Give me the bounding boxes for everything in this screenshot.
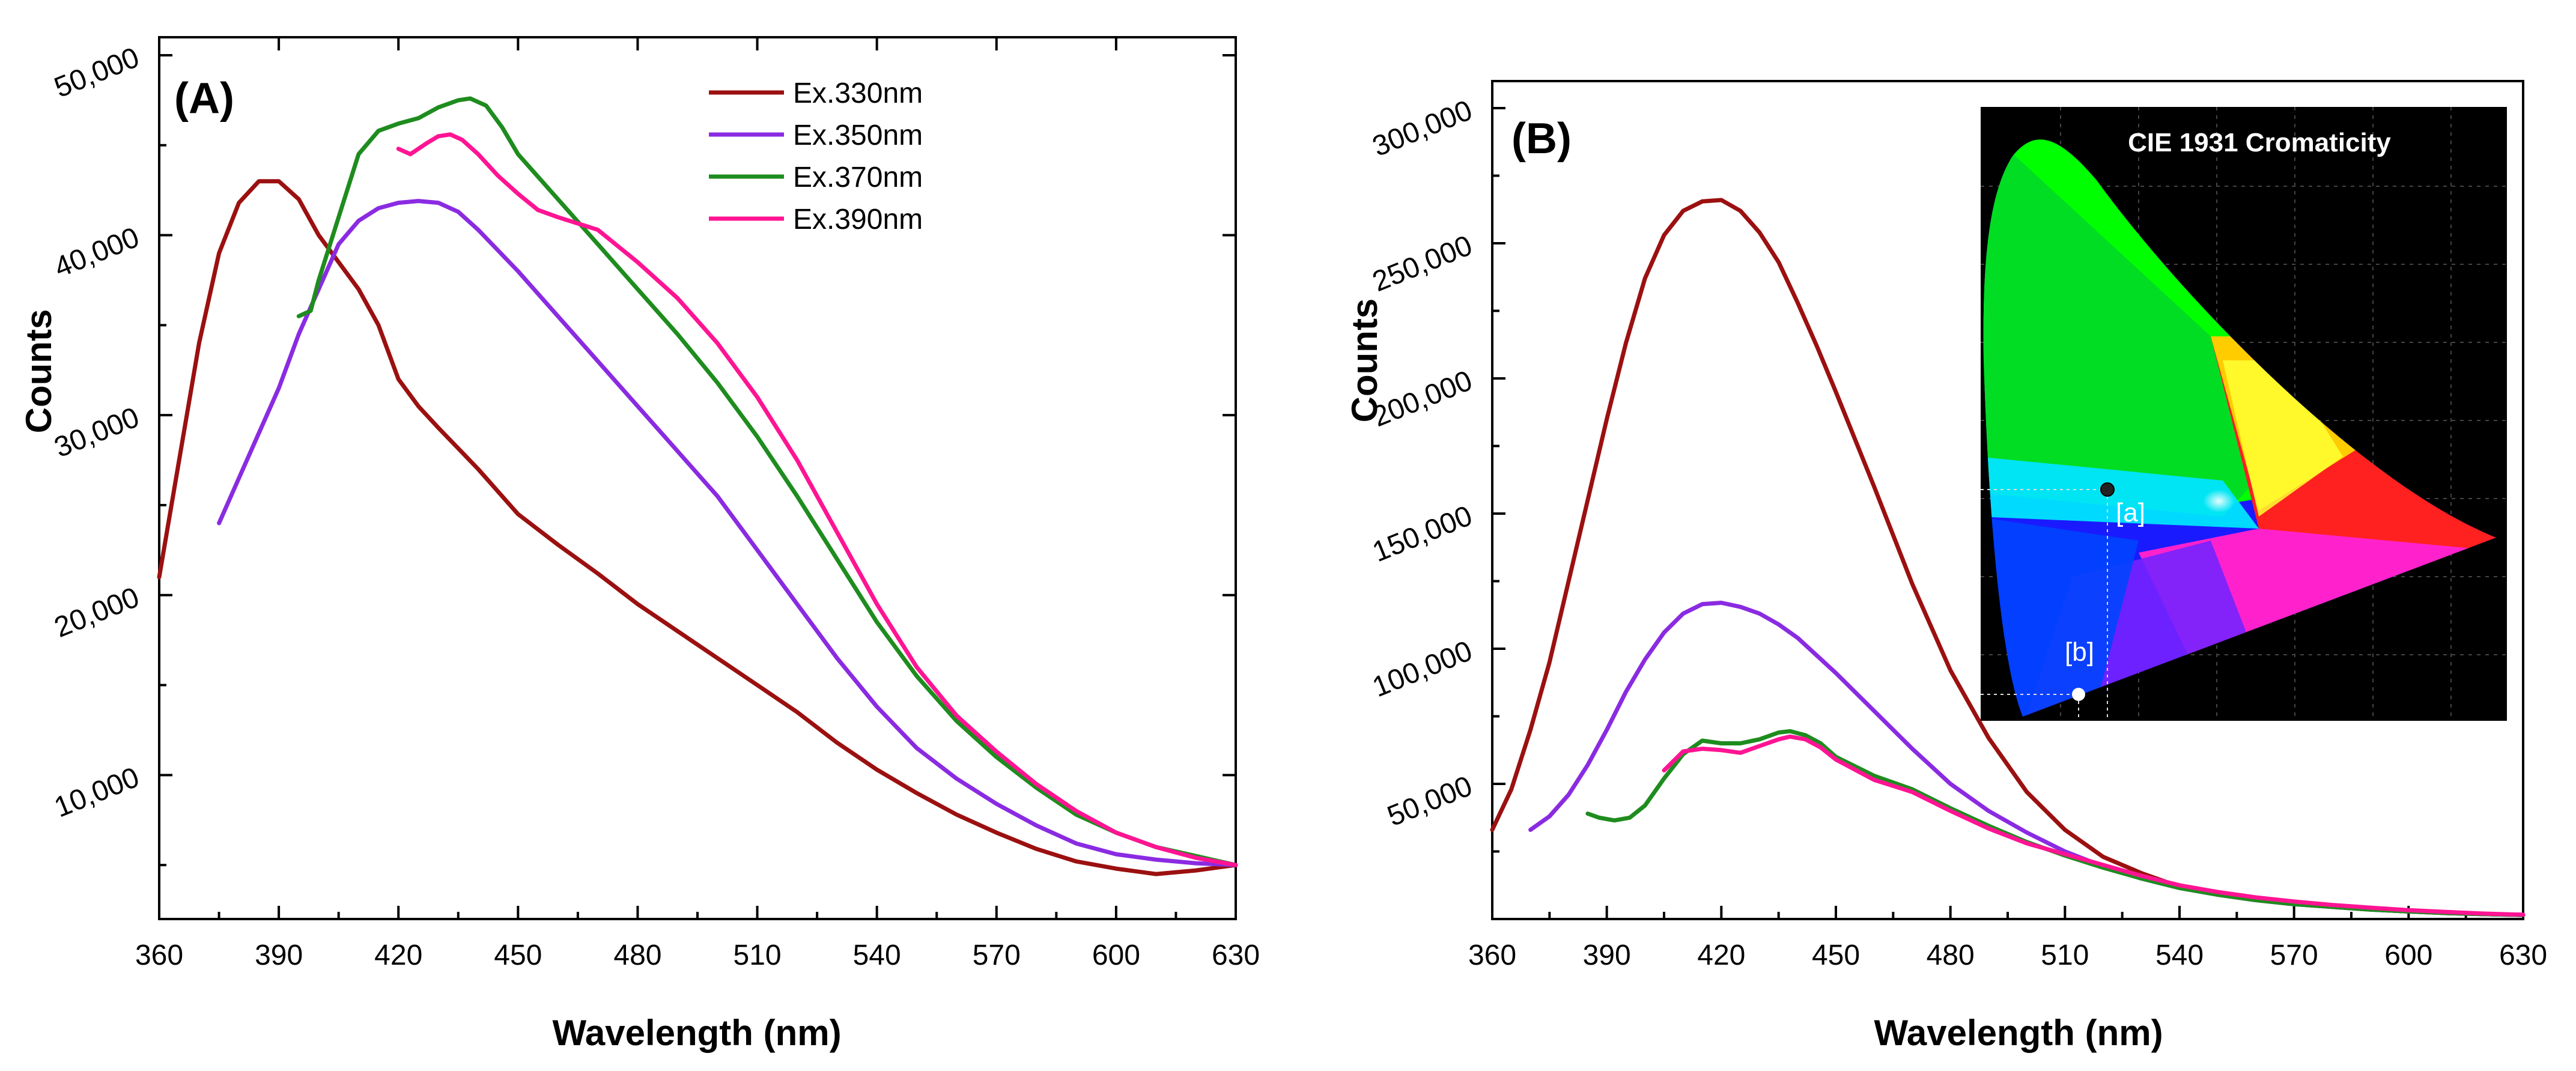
cie-inset: CIE 1931 Cromaticity [a] [b] — [1981, 107, 2507, 721]
panel-a-y-ticks: 10,000 20,000 30,000 40,000 50,000 — [50, 41, 1236, 867]
legend-label: Ex.350nm — [793, 120, 923, 151]
panel-b-x-tick-label: 510 — [2041, 939, 2089, 971]
panel-b-y-tick-label: 300,000 — [1368, 94, 1477, 163]
panel-a-series-ex-350nm — [217, 199, 1238, 867]
cie-point-b-label: [b] — [2065, 637, 2094, 667]
panel-b-y-ticks: 50,000100,000150,000200,000250,000300,00… — [1368, 94, 1505, 853]
panel-a-series-ex-370nm — [296, 96, 1238, 867]
panel-b-x-tick-label: 390 — [1583, 939, 1631, 971]
panel-a-y-tick-label: 30,000 — [50, 401, 144, 464]
panel-a-y-tick-label: 50,000 — [50, 41, 144, 104]
panel-a-series-ex-330nm — [157, 179, 1238, 876]
panel-a-x-tick-label: 390 — [255, 939, 303, 971]
panel-b-y-tick-label: 250,000 — [1368, 229, 1477, 298]
panel-a: 360 390 420 450 480 510 540 570 600 630 10,000 20,… — [19, 36, 1260, 1053]
panel-a-label: (A) — [174, 74, 234, 123]
panel-a-x-axis-title: Wavelength (nm) — [552, 1013, 841, 1053]
panel-b: 360 390 420 450 480 510 540 570 600 630 50,000 100… — [1344, 80, 2547, 1053]
panel-b-x-tick-label: 570 — [2270, 939, 2318, 971]
panel-a-x-tick-label: 360 — [135, 939, 183, 971]
panel-a-legend: Ex.330nm Ex.350nm Ex.370nm Ex.390nm — [709, 77, 923, 235]
cie-point-a-label: [a] — [2116, 498, 2145, 527]
panel-b-series — [1490, 198, 2526, 917]
panel-b-series-ex-370nm — [1585, 729, 2526, 917]
panel-b-y-tick-label: 150,000 — [1368, 500, 1477, 568]
cie-point-a: [a] — [1981, 482, 2145, 721]
panel-b-x-axis-title: Wavelength (nm) — [1874, 1013, 2163, 1053]
panel-b-x-ticks: 360 390 420 450 480 510 540 570 600 630 — [1468, 906, 2547, 971]
panel-a-x-tick-label: 540 — [853, 939, 901, 971]
panel-b-x-tick-label: 630 — [2499, 939, 2547, 971]
panel-a-series-ex-390nm — [396, 132, 1238, 867]
panel-b-y-axis-title: Counts — [1344, 299, 1385, 423]
legend-label: Ex.370nm — [793, 162, 923, 193]
cie-point-b: [b] — [1981, 637, 2094, 721]
panel-a-x-tick-label: 570 — [973, 939, 1021, 971]
legend-label: Ex.390nm — [793, 204, 923, 235]
panel-a-x-tick-label: 510 — [734, 939, 782, 971]
panel-a-y-axis-title: Counts — [19, 309, 59, 434]
cie-title: CIE 1931 Cromaticity — [2128, 128, 2391, 157]
panel-b-x-tick-label: 450 — [1812, 939, 1860, 971]
panel-b-y-tick-label: 50,000 — [1383, 770, 1477, 833]
panel-a-x-tick-label: 600 — [1092, 939, 1140, 971]
panel-b-x-tick-label: 480 — [1927, 939, 1975, 971]
panel-a-y-tick-label: 20,000 — [50, 581, 144, 644]
panel-a-frame — [158, 36, 1237, 920]
panel-a-y-tick-label: 10,000 — [50, 761, 144, 824]
panel-b-x-tick-label: 420 — [1697, 939, 1745, 971]
legend-label: Ex.330nm — [793, 77, 923, 109]
panel-b-x-tick-label: 540 — [2155, 939, 2204, 971]
panel-a-x-tick-label: 480 — [613, 939, 661, 971]
panel-a-series — [157, 96, 1238, 876]
panel-a-x-tick-label: 450 — [494, 939, 542, 971]
panel-b-label: (B) — [1511, 115, 1572, 163]
panel-b-y-tick-label: 100,000 — [1368, 635, 1477, 703]
panel-a-x-tick-label: 630 — [1212, 939, 1260, 971]
panel-a-x-ticks: 360 390 420 450 480 510 540 570 600 630 — [135, 37, 1260, 971]
panel-b-x-tick-label: 600 — [2384, 939, 2432, 971]
panel-a-y-tick-label: 40,000 — [50, 222, 144, 284]
panel-a-x-tick-label: 420 — [374, 939, 422, 971]
panel-b-series-ex-390nm — [1662, 734, 2526, 917]
panel-b-x-tick-label: 360 — [1468, 939, 1516, 971]
